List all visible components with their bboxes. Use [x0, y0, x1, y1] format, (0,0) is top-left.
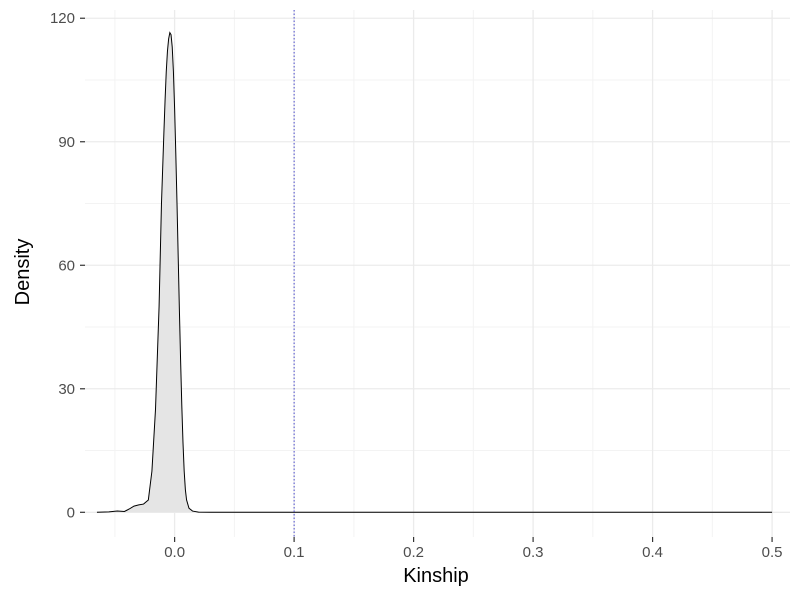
x-tick-label: 0.0 [164, 544, 185, 561]
x-tick-label: 0.2 [403, 544, 424, 561]
y-tick-label: 0 [67, 504, 75, 521]
y-tick-label: 60 [58, 257, 75, 274]
x-tick-label: 0.1 [284, 544, 305, 561]
y-axis-title: Density [12, 239, 34, 306]
x-axis: 0.0 0.1 0.2 0.3 0.4 0.5 [164, 537, 783, 561]
density-area [96, 32, 773, 513]
y-axis: 0 30 60 90 120 [50, 10, 85, 521]
x-tick-label: 0.3 [523, 544, 544, 561]
x-tick-label: 0.5 [762, 544, 783, 561]
y-tick-label: 30 [58, 381, 75, 398]
y-tick-label: 120 [50, 10, 75, 27]
density-line [96, 31, 773, 513]
grid-minor [85, 10, 790, 537]
x-axis-title: Kinship [403, 565, 469, 587]
x-tick-label: 0.4 [642, 544, 663, 561]
panel-background [85, 10, 790, 537]
y-tick-label: 90 [58, 134, 75, 151]
